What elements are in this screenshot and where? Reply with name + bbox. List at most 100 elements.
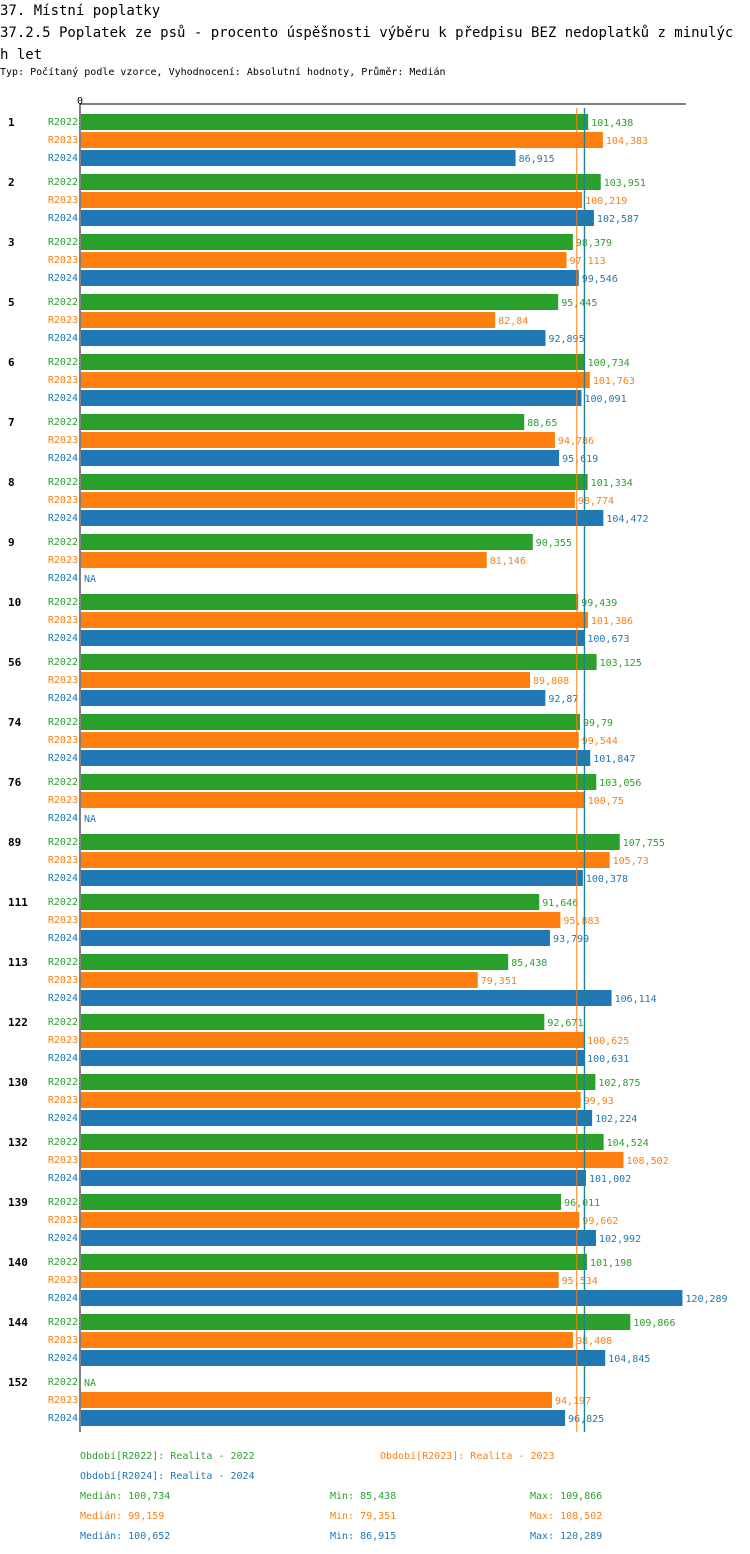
bar-r2022 [81, 1254, 587, 1270]
series-label: R2022 [48, 1317, 78, 1328]
series-label: R2022 [48, 1077, 78, 1088]
bar-r2023 [81, 1152, 624, 1168]
bar-r2023 [81, 132, 603, 148]
value-label: 100,219 [585, 196, 627, 207]
value-label: 101,198 [590, 1258, 632, 1269]
value-label: 102,224 [595, 1114, 637, 1125]
legend-period-r2024: Období[R2024]: Realita - 2024 [80, 1471, 255, 1482]
bar-r2022 [81, 234, 573, 250]
bar-r2023 [81, 312, 496, 328]
value-label: 102,992 [599, 1234, 641, 1245]
bar-r2022 [81, 1134, 604, 1150]
bar-r2024 [81, 1410, 566, 1426]
value-label: 95,883 [563, 916, 599, 927]
bar-r2024 [81, 450, 560, 466]
value-label: 85,438 [511, 958, 547, 969]
series-label: R2023 [48, 1335, 78, 1346]
series-label: R2022 [48, 357, 78, 368]
category-label: 9 [8, 536, 15, 549]
value-label: 100,75 [588, 796, 624, 807]
value-label: NA [84, 574, 96, 585]
series-label: R2023 [48, 1215, 78, 1226]
bar-r2023 [81, 792, 585, 808]
series-label: R2023 [48, 1275, 78, 1286]
value-label: 95,445 [561, 298, 597, 309]
value-label: 96,011 [564, 1198, 600, 1209]
bar-r2023 [81, 1212, 580, 1228]
bar-r2023 [81, 672, 531, 688]
bar-r2023 [81, 1392, 552, 1408]
value-label: 101,847 [593, 754, 635, 765]
series-label: R2023 [48, 375, 78, 386]
series-label: R2022 [48, 477, 78, 488]
bar-r2022 [81, 534, 533, 550]
category-label: 111 [8, 896, 28, 909]
series-label: R2024 [48, 813, 78, 824]
series-label: R2023 [48, 1035, 78, 1046]
bar-r2024 [81, 690, 546, 706]
value-label: 109,866 [633, 1318, 675, 1329]
series-label: R2023 [48, 135, 78, 146]
bar-r2022 [81, 954, 509, 970]
value-label: 100,091 [584, 394, 626, 405]
bar-r2022 [81, 174, 601, 190]
bar-r2023 [81, 432, 555, 448]
series-label: R2024 [48, 333, 78, 344]
bar-r2024 [81, 210, 594, 226]
bar-r2023 [81, 1332, 574, 1348]
series-label: R2022 [48, 117, 78, 128]
bar-r2024 [81, 750, 591, 766]
value-label: 108,502 [627, 1156, 669, 1167]
category-label: 3 [8, 236, 15, 249]
value-label: 101,438 [591, 118, 633, 129]
bar-r2022 [81, 1074, 596, 1090]
series-label: R2024 [48, 753, 78, 764]
category-label: 74 [8, 716, 22, 729]
bar-r2022 [81, 774, 597, 790]
series-label: R2023 [48, 1095, 78, 1106]
category-label: 89 [8, 836, 21, 849]
bar-r2023 [81, 732, 579, 748]
bar-r2022 [81, 414, 525, 430]
bar-r2023 [81, 492, 575, 508]
bar-r2023 [81, 252, 567, 268]
bar-r2024 [81, 630, 585, 646]
bar-r2024 [81, 150, 516, 166]
bar-r2023 [81, 1092, 581, 1108]
stat-min-r2024: Min: 86,915 [330, 1531, 397, 1542]
series-label: R2022 [48, 1137, 78, 1148]
stat-max-r2024: Max: 120,289 [530, 1531, 603, 1542]
bar-r2024 [81, 390, 582, 406]
bar-r2024 [81, 1290, 683, 1306]
value-label: 100,734 [588, 358, 630, 369]
value-label: 105,73 [613, 856, 649, 867]
value-label: 99,79 [583, 718, 613, 729]
series-label: R2023 [48, 555, 78, 566]
series-label: R2024 [48, 993, 78, 1004]
value-label: 98,379 [576, 238, 612, 249]
category-label: 7 [8, 416, 15, 429]
series-label: R2023 [48, 855, 78, 866]
category-label: 5 [8, 296, 15, 309]
series-label: R2023 [48, 915, 78, 926]
category-label: 10 [8, 596, 21, 609]
bar-r2024 [81, 330, 546, 346]
series-label: R2023 [48, 1155, 78, 1166]
value-label: 102,587 [597, 214, 639, 225]
category-label: 1 [8, 116, 15, 129]
category-label: 132 [8, 1136, 28, 1149]
value-label: 99,439 [581, 598, 617, 609]
bar-r2024 [81, 870, 583, 886]
series-label: R2022 [48, 177, 78, 188]
bar-r2022 [81, 474, 588, 490]
chart-info: Typ: Počítaný podle vzorce, Vyhodnocení:… [0, 67, 446, 78]
bar-r2023 [81, 972, 478, 988]
bar-r2022 [81, 294, 559, 310]
value-label: 93,799 [553, 934, 589, 945]
bar-r2024 [81, 270, 579, 286]
value-label: 100,625 [587, 1036, 629, 1047]
value-label: 99,662 [582, 1216, 618, 1227]
value-label: 104,845 [608, 1354, 650, 1365]
series-label: R2024 [48, 513, 78, 524]
series-label: R2022 [48, 837, 78, 848]
